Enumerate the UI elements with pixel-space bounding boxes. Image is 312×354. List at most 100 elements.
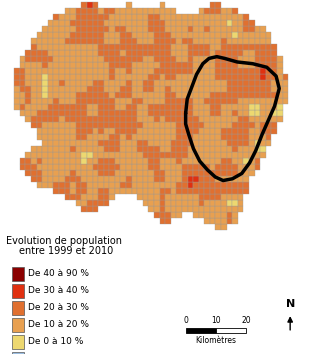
FancyBboxPatch shape — [37, 122, 42, 128]
FancyBboxPatch shape — [70, 38, 76, 44]
FancyBboxPatch shape — [227, 170, 232, 176]
FancyBboxPatch shape — [65, 146, 70, 152]
FancyBboxPatch shape — [87, 194, 93, 200]
FancyBboxPatch shape — [159, 206, 165, 212]
FancyBboxPatch shape — [165, 218, 171, 224]
FancyBboxPatch shape — [266, 122, 271, 128]
FancyBboxPatch shape — [70, 152, 76, 158]
FancyBboxPatch shape — [238, 56, 243, 62]
FancyBboxPatch shape — [232, 14, 238, 20]
FancyBboxPatch shape — [42, 92, 48, 98]
FancyBboxPatch shape — [182, 128, 188, 134]
FancyBboxPatch shape — [120, 50, 126, 56]
FancyBboxPatch shape — [70, 164, 76, 170]
FancyBboxPatch shape — [266, 134, 271, 140]
FancyBboxPatch shape — [232, 74, 238, 80]
FancyBboxPatch shape — [98, 86, 104, 92]
FancyBboxPatch shape — [260, 152, 266, 158]
FancyBboxPatch shape — [120, 110, 126, 116]
FancyBboxPatch shape — [70, 32, 76, 38]
FancyBboxPatch shape — [120, 14, 126, 20]
FancyBboxPatch shape — [232, 20, 238, 26]
FancyBboxPatch shape — [182, 74, 188, 80]
FancyBboxPatch shape — [87, 98, 93, 104]
FancyBboxPatch shape — [210, 152, 216, 158]
FancyBboxPatch shape — [98, 68, 104, 74]
FancyBboxPatch shape — [154, 32, 159, 38]
FancyBboxPatch shape — [165, 98, 171, 104]
FancyBboxPatch shape — [26, 50, 31, 56]
FancyBboxPatch shape — [120, 152, 126, 158]
FancyBboxPatch shape — [176, 212, 182, 218]
FancyBboxPatch shape — [193, 74, 199, 80]
FancyBboxPatch shape — [193, 128, 199, 134]
FancyBboxPatch shape — [227, 98, 232, 104]
FancyBboxPatch shape — [249, 80, 255, 86]
FancyBboxPatch shape — [37, 56, 42, 62]
Text: N: N — [285, 299, 295, 309]
FancyBboxPatch shape — [154, 56, 159, 62]
FancyBboxPatch shape — [165, 74, 171, 80]
FancyBboxPatch shape — [176, 62, 182, 68]
FancyBboxPatch shape — [132, 68, 137, 74]
FancyBboxPatch shape — [87, 14, 93, 20]
FancyBboxPatch shape — [132, 164, 137, 170]
FancyBboxPatch shape — [120, 74, 126, 80]
FancyBboxPatch shape — [238, 98, 243, 104]
FancyBboxPatch shape — [143, 134, 149, 140]
FancyBboxPatch shape — [210, 32, 216, 38]
FancyBboxPatch shape — [221, 62, 227, 68]
Bar — [12, 352, 24, 354]
FancyBboxPatch shape — [126, 44, 132, 50]
FancyBboxPatch shape — [243, 188, 249, 194]
Text: 0: 0 — [183, 316, 188, 325]
FancyBboxPatch shape — [70, 62, 76, 68]
FancyBboxPatch shape — [70, 194, 76, 200]
FancyBboxPatch shape — [255, 74, 260, 80]
FancyBboxPatch shape — [126, 188, 132, 194]
FancyBboxPatch shape — [227, 140, 232, 146]
FancyBboxPatch shape — [188, 188, 193, 194]
FancyBboxPatch shape — [216, 188, 221, 194]
FancyBboxPatch shape — [98, 14, 104, 20]
FancyBboxPatch shape — [238, 164, 243, 170]
FancyBboxPatch shape — [109, 152, 115, 158]
FancyBboxPatch shape — [154, 182, 159, 188]
FancyBboxPatch shape — [126, 74, 132, 80]
FancyBboxPatch shape — [53, 38, 59, 44]
FancyBboxPatch shape — [165, 92, 171, 98]
FancyBboxPatch shape — [137, 104, 143, 110]
FancyBboxPatch shape — [65, 116, 70, 122]
FancyBboxPatch shape — [104, 146, 109, 152]
FancyBboxPatch shape — [243, 98, 249, 104]
FancyBboxPatch shape — [70, 14, 76, 20]
FancyBboxPatch shape — [70, 20, 76, 26]
FancyBboxPatch shape — [165, 206, 171, 212]
FancyBboxPatch shape — [232, 194, 238, 200]
FancyBboxPatch shape — [76, 104, 81, 110]
FancyBboxPatch shape — [93, 206, 98, 212]
FancyBboxPatch shape — [260, 86, 266, 92]
FancyBboxPatch shape — [199, 26, 204, 32]
FancyBboxPatch shape — [20, 80, 26, 86]
FancyBboxPatch shape — [171, 110, 176, 116]
FancyBboxPatch shape — [221, 92, 227, 98]
FancyBboxPatch shape — [165, 176, 171, 182]
FancyBboxPatch shape — [182, 122, 188, 128]
FancyBboxPatch shape — [282, 80, 288, 86]
FancyBboxPatch shape — [87, 152, 93, 158]
FancyBboxPatch shape — [70, 86, 76, 92]
FancyBboxPatch shape — [98, 110, 104, 116]
FancyBboxPatch shape — [31, 74, 37, 80]
FancyBboxPatch shape — [221, 116, 227, 122]
FancyBboxPatch shape — [199, 38, 204, 44]
FancyBboxPatch shape — [188, 74, 193, 80]
FancyBboxPatch shape — [37, 104, 42, 110]
FancyBboxPatch shape — [143, 140, 149, 146]
FancyBboxPatch shape — [216, 218, 221, 224]
FancyBboxPatch shape — [93, 80, 98, 86]
FancyBboxPatch shape — [159, 146, 165, 152]
FancyBboxPatch shape — [227, 212, 232, 218]
FancyBboxPatch shape — [176, 14, 182, 20]
FancyBboxPatch shape — [255, 80, 260, 86]
